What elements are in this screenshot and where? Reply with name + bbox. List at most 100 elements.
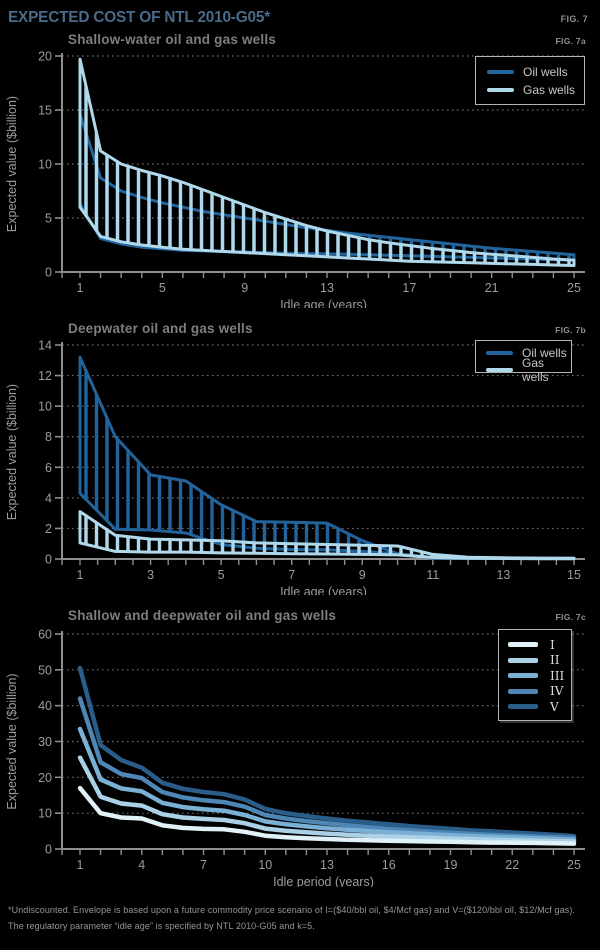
legend-label: I xyxy=(550,637,555,652)
gas-wells-envelope xyxy=(78,57,576,267)
axes: 0 10 20 30 40 50 60 1 4 7 10 13 16 19 22 25 xyxy=(38,628,585,872)
svg-text:30: 30 xyxy=(38,735,52,749)
legend-item-iv: IV xyxy=(508,684,571,700)
svg-text:21: 21 xyxy=(485,281,499,295)
svg-text:6: 6 xyxy=(45,461,52,475)
svg-text:14: 14 xyxy=(38,339,52,353)
legend-label: Gas wells xyxy=(522,355,549,384)
svg-text:17: 17 xyxy=(402,281,416,295)
v-line-swatch xyxy=(508,704,538,710)
legend-label: IV xyxy=(550,684,564,699)
svg-text:5: 5 xyxy=(218,568,225,582)
svg-text:7: 7 xyxy=(200,858,207,872)
svg-text:5: 5 xyxy=(45,212,52,226)
plot-wrapper: 0 10 20 30 40 50 60 1 4 7 10 13 16 19 22 25 Idle period … xyxy=(0,624,600,889)
svg-text:13: 13 xyxy=(496,568,510,582)
svg-text:10: 10 xyxy=(38,400,52,414)
legend-label: II xyxy=(550,653,560,668)
chart-header: Deepwater oil and gas wells FIG. 7b xyxy=(0,321,600,337)
chart-title: Deepwater oil and gas wells xyxy=(68,321,253,336)
oil-wells-envelope xyxy=(78,355,576,560)
x-axis-title: Idle age (years) xyxy=(280,585,367,595)
svg-text:0: 0 xyxy=(45,843,52,857)
svg-text:9: 9 xyxy=(359,568,366,582)
legend-item-oil-wells: Oil wells xyxy=(487,63,584,81)
svg-text:15: 15 xyxy=(38,104,52,118)
svg-text:7: 7 xyxy=(288,568,295,582)
legend-label: Oil wells xyxy=(522,345,567,360)
legend-item-v: V xyxy=(508,699,571,715)
scenario-ii-line xyxy=(77,755,577,844)
shallow-water-legend: Oil wells Gas wells xyxy=(475,56,585,105)
footnote-line-2: The regulatory parameter “idle age” is s… xyxy=(8,920,315,931)
svg-text:25: 25 xyxy=(567,858,581,872)
footnote-line-1: *Undiscounted. Envelope is based upon a … xyxy=(8,905,576,915)
iii-line-swatch xyxy=(508,673,538,679)
svg-text:0: 0 xyxy=(45,553,52,567)
gridlines xyxy=(62,633,585,814)
scenario-i-line xyxy=(77,785,577,846)
svg-text:3: 3 xyxy=(147,568,154,582)
oil-wells-line-swatch xyxy=(486,350,513,355)
scenario-v-line xyxy=(77,665,577,839)
legend-label: V xyxy=(550,699,559,714)
chart-fig-label: FIG. 7b xyxy=(555,325,586,335)
chart-section-shallow-water: Shallow-water oil and gas wells FIG. 7a … xyxy=(0,32,600,312)
i-line-swatch xyxy=(508,642,538,648)
legend-item-iii: III xyxy=(508,668,571,684)
svg-text:9: 9 xyxy=(241,281,248,295)
y-axis-title: Expected value ($billion) xyxy=(5,673,19,809)
svg-text:8: 8 xyxy=(45,430,52,444)
svg-text:10: 10 xyxy=(38,807,52,821)
svg-text:20: 20 xyxy=(38,50,52,64)
gas-wells-line-swatch xyxy=(487,88,514,92)
svg-text:5: 5 xyxy=(159,281,166,295)
gas-wells-envelope xyxy=(78,510,576,561)
svg-text:22: 22 xyxy=(505,858,519,872)
svg-text:0: 0 xyxy=(45,266,52,280)
plot-wrapper: 0 5 10 15 20 1 5 9 13 17 21 25 Idle age (years) Expec… xyxy=(0,48,600,312)
svg-text:4: 4 xyxy=(138,858,145,872)
combined-chart-canvas: 0 10 20 30 40 50 60 1 4 7 10 13 16 19 22 25 Idle period … xyxy=(5,628,585,889)
legend-item-gas-wells: Gas wells xyxy=(487,81,584,99)
plot-wrapper: 0 2 4 6 8 10 12 14 1 3 5 7 9 11 13 15 Idle age (years) Ex… xyxy=(0,337,600,599)
legend-item-i: I xyxy=(508,637,571,653)
svg-text:12: 12 xyxy=(38,369,52,383)
scenario-iii-line xyxy=(77,726,577,842)
svg-text:10: 10 xyxy=(38,158,52,172)
svg-text:40: 40 xyxy=(38,699,52,713)
svg-text:2: 2 xyxy=(45,522,52,536)
ii-line-swatch xyxy=(508,657,538,663)
svg-text:15: 15 xyxy=(567,568,581,582)
legend-item-ii: II xyxy=(508,653,571,669)
chart-fig-label: FIG. 7c xyxy=(555,612,586,622)
svg-text:25: 25 xyxy=(567,281,581,295)
scenario-legend: I II III IV V xyxy=(498,629,572,721)
svg-text:10: 10 xyxy=(258,858,272,872)
svg-text:13: 13 xyxy=(320,281,334,295)
svg-text:1: 1 xyxy=(77,568,84,582)
gas-wells-line-swatch xyxy=(486,367,513,372)
footnote: *Undiscounted. Envelope is based upon a … xyxy=(0,887,600,933)
page-title: EXPECTED COST OF NTL 2010-G05* xyxy=(8,9,270,26)
iv-line-swatch xyxy=(508,688,538,694)
y-axis-title: Expected value ($billion) xyxy=(5,384,19,520)
page-header: EXPECTED COST OF NTL 2010-G05* FIG. 7 xyxy=(0,0,600,29)
chart-header: Shallow-water oil and gas wells FIG. 7a xyxy=(0,32,600,48)
chart-title: Shallow and deepwater oil and gas wells xyxy=(68,608,337,623)
legend-item-gas-wells: Gas wells xyxy=(486,356,571,384)
svg-text:11: 11 xyxy=(426,568,439,582)
svg-text:16: 16 xyxy=(382,858,396,872)
chart-fig-label: FIG. 7a xyxy=(555,36,586,46)
figure-number: FIG. 7 xyxy=(560,14,588,24)
legend-label: Oil wells xyxy=(523,65,568,79)
chart-section-deepwater: Deepwater oil and gas wells FIG. 7b 0 2 4 6… xyxy=(0,321,600,599)
chart-section-combined: Shallow and deepwater oil and gas wells … xyxy=(0,608,600,889)
svg-text:50: 50 xyxy=(38,663,52,677)
legend-label: Gas wells xyxy=(523,83,576,97)
y-axis-title: Expected value ($billion) xyxy=(5,96,19,232)
